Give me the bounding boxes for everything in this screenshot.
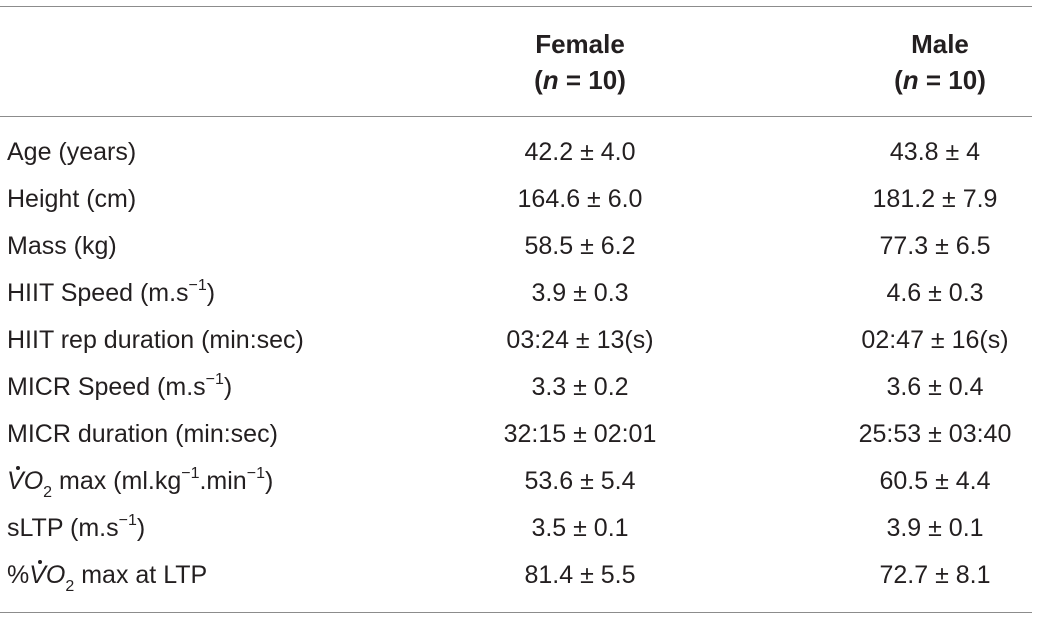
row-label-sub: 2 [65,578,75,595]
row-label-mid: max (ml.kg [52,467,182,495]
header-male: Male (n = 10) [830,26,1040,98]
header-male-n-var: n [902,65,919,95]
row-label-main: sLTP (m.s [7,514,119,542]
header-male-title: Male [911,29,969,59]
female-value: 3.9 ± 0.3 [531,279,629,307]
row-label-o: O [45,561,66,589]
header-female-n-var: n [542,65,559,95]
row-label-end: max at LTP [74,561,208,589]
female-value: 164.6 ± 6.0 [517,185,643,213]
row-label: sLTP (m.s−1) [7,505,145,552]
table-row: %VO2 max at LTP 81.4 ± 5.5 72.7 ± 8.1 [0,552,1040,599]
male-value: 60.5 ± 4.4 [879,467,991,495]
row-label: HIIT rep duration (min:sec) [7,326,304,354]
male-value: 3.6 ± 0.4 [886,373,984,401]
male-value: 25:53 ± 03:40 [858,420,1012,448]
male-value: 72.7 ± 8.1 [879,561,991,589]
row-label-sup: −1 [188,276,207,294]
female-value: 81.4 ± 5.5 [524,561,636,589]
table-row: HIIT Speed (m.s−1) 3.9 ± 0.3 4.6 ± 0.3 [0,270,1040,317]
female-value: 03:24 ± 13(s) [506,326,654,354]
table-row: MICR duration (min:sec) 32:15 ± 02:01 25… [0,411,1040,458]
female-value: 3.3 ± 0.2 [531,373,629,401]
bottom-rule [0,612,1032,613]
female-value: 53.6 ± 5.4 [524,467,636,495]
header-rule [0,116,1032,117]
table-row: VO2 max (ml.kg−1.min−1) 53.6 ± 5.4 60.5 … [0,458,1040,505]
row-label-pct: % [7,561,30,589]
header-female-title: Female [535,29,625,59]
header-male-n: (n = 10) [830,62,1040,98]
female-value: 3.5 ± 0.1 [531,514,629,542]
row-label: MICR Speed (m.s−1) [7,364,232,411]
top-rule [0,6,1032,7]
row-label: Age (years) [7,138,137,166]
row-label-end: ) [206,279,216,307]
row-label-v: V [7,458,24,505]
row-label-v: V [29,552,46,599]
row-label-end: ) [136,514,146,542]
female-value: 32:15 ± 02:01 [503,420,657,448]
row-label-sup: −1 [205,370,224,388]
male-value: 43.8 ± 4 [889,138,981,166]
male-value: 3.9 ± 0.1 [886,514,984,542]
row-label: %VO2 max at LTP [7,552,207,599]
row-label-sup: −1 [181,464,200,482]
header-female-n-suffix: = 10) [558,65,626,95]
header-male-n-prefix: ( [894,65,903,95]
male-value: 02:47 ± 16(s) [861,326,1009,354]
male-value: 4.6 ± 0.3 [886,279,984,307]
header-male-n-suffix: = 10) [918,65,986,95]
table-row: MICR Speed (m.s−1) 3.3 ± 0.2 3.6 ± 0.4 [0,364,1040,411]
table-row: Height (cm) 164.6 ± 6.0 181.2 ± 7.9 [0,176,1040,223]
row-label: Mass (kg) [7,232,117,260]
row-label: Height (cm) [7,185,137,213]
row-label-sup: −1 [118,511,137,529]
header-female-n-prefix: ( [534,65,543,95]
male-value: 181.2 ± 7.9 [872,185,998,213]
row-label: MICR duration (min:sec) [7,420,278,448]
header-female: Female (n = 10) [470,26,690,98]
row-label-main: MICR Speed (m.s [7,373,206,401]
row-label-sup2: −1 [246,464,265,482]
row-label: VO2 max (ml.kg−1.min−1) [7,458,273,505]
row-label-main: HIIT Speed (m.s [7,279,189,307]
table-row: sLTP (m.s−1) 3.5 ± 0.1 3.9 ± 0.1 [0,505,1040,552]
table-row: Mass (kg) 58.5 ± 6.2 77.3 ± 6.5 [0,223,1040,270]
table-row: Age (years) 42.2 ± 4.0 43.8 ± 4 [0,129,1040,176]
row-label-sub: 2 [43,484,53,501]
row-label-end: ) [264,467,274,495]
female-value: 42.2 ± 4.0 [524,138,636,166]
row-label: HIIT Speed (m.s−1) [7,270,215,317]
row-label-mid2: .min [199,467,247,495]
row-label-o: O [23,467,44,495]
female-value: 58.5 ± 6.2 [524,232,636,260]
row-label-end: ) [223,373,233,401]
table-row: HIIT rep duration (min:sec) 03:24 ± 13(s… [0,317,1040,364]
male-value: 77.3 ± 6.5 [879,232,991,260]
header-female-n: (n = 10) [470,62,690,98]
